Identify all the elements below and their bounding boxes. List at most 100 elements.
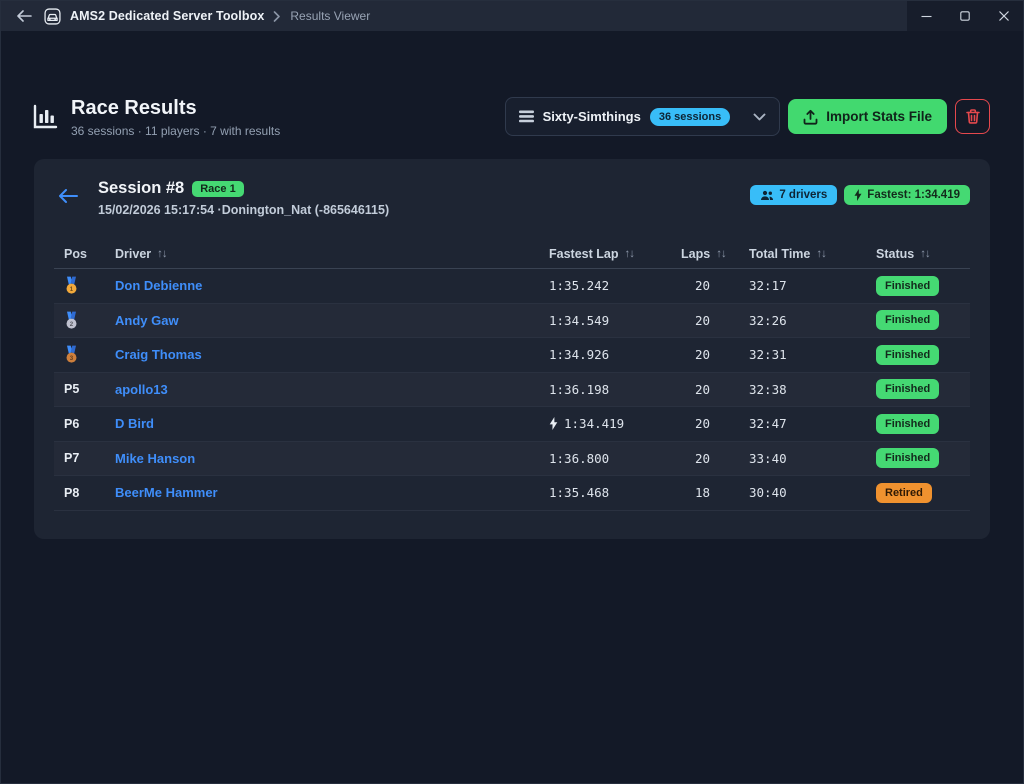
fastest-lap-cell: 1:35.242: [549, 278, 681, 293]
driver-name[interactable]: Mike Hanson: [115, 450, 196, 466]
server-select-label: Sixty-Simthings: [542, 109, 641, 124]
column-header-driver[interactable]: Driver ↑↓: [115, 247, 549, 261]
total-time-cell: 30:40: [749, 485, 787, 501]
column-header-status[interactable]: Status ↑↓: [876, 247, 970, 261]
status-cell: Retired: [876, 482, 970, 503]
titlebar-left: AMS2 Dedicated Server Toolbox Results Vi…: [1, 1, 907, 31]
total-time-cell: 32:17: [749, 278, 787, 294]
import-stats-label: Import Stats File: [826, 109, 932, 124]
maximize-button[interactable]: [950, 1, 980, 31]
column-header-laps[interactable]: Laps ↑↓: [681, 247, 749, 261]
titlebar: AMS2 Dedicated Server Toolbox Results Vi…: [1, 1, 1023, 31]
results-table-body: 1 Don Debienne 1:35.242 20 32:17 Finished 2 And…: [54, 269, 970, 511]
status-badge: Finished: [876, 448, 940, 469]
sort-arrows-icon: ↑↓: [624, 247, 634, 260]
column-header-total-time[interactable]: Total Time ↑↓: [749, 247, 876, 261]
column-label: Fastest Lap: [549, 246, 619, 261]
fastest-lap-cell: 1:36.198: [549, 382, 681, 397]
total-time-cell: 32:38: [749, 381, 787, 397]
page-subtitle: 36 sessions · 11 players · 7 with result…: [71, 124, 281, 138]
fastest-lap-value: 1:34.549: [549, 312, 610, 328]
app-title: AMS2 Dedicated Server Toolbox: [70, 9, 265, 23]
laps-cell: 20: [695, 278, 711, 294]
laps-cell: 20: [695, 450, 711, 466]
status-cell: Finished: [876, 344, 970, 365]
total-time-cell: 32:26: [749, 312, 787, 328]
back-arrow-icon[interactable]: [13, 10, 35, 22]
fastest-lap-value: 1:35.468: [549, 485, 610, 501]
status-badge: Finished: [876, 275, 940, 296]
delete-server-button[interactable]: [955, 99, 990, 134]
column-label: Pos: [64, 246, 87, 261]
status-cell: Finished: [876, 310, 970, 331]
drivers-count-label: 7 drivers: [779, 189, 828, 201]
status-cell: Finished: [876, 379, 970, 400]
drivers-count-badge: 7 drivers: [750, 185, 838, 205]
driver-name[interactable]: apollo13: [115, 381, 168, 397]
driver-name[interactable]: D Bird: [115, 416, 154, 432]
session-header: Session #8 Race 1 15/02/2026 15:17:54 ·D…: [54, 179, 970, 217]
laps-cell: 20: [695, 416, 711, 432]
total-time-cell: 32:47: [749, 416, 787, 432]
chevron-right-icon: [273, 10, 281, 22]
fastest-lap-value: 1:36.198: [549, 381, 610, 397]
session-back-arrow[interactable]: [54, 179, 98, 203]
column-header-fastest-lap[interactable]: Fastest Lap ↑↓: [549, 247, 681, 261]
medal-icon-gold: 1: [54, 276, 115, 295]
import-stats-button[interactable]: Import Stats File: [788, 99, 947, 134]
window-controls: [907, 1, 1023, 31]
pos-cell: P5: [64, 382, 80, 397]
session-type-badge: Race 1: [192, 180, 244, 197]
pos-cell: P7: [64, 451, 80, 466]
fastest-lap-cell: 1:36.800: [549, 451, 681, 466]
status-cell: Finished: [876, 448, 970, 469]
sort-arrows-icon: ↑↓: [920, 247, 930, 260]
page-title: Race Results: [71, 97, 197, 119]
fastest-lap-value: 1:36.800: [549, 450, 610, 466]
sort-arrows-icon: ↑↓: [157, 247, 167, 260]
drivers-icon: [760, 190, 774, 201]
status-badge: Retired: [876, 482, 932, 503]
medal-icon-bronze: 3: [54, 345, 115, 364]
results-table: Pos Driver ↑↓ Fastest Lap ↑↓ Laps ↑↓ Total Time…: [54, 239, 970, 511]
table-row: P6 D Bird 1:34.419 20 32:47 Finished: [54, 407, 970, 442]
main-content: Race Results 36 sessions · 11 players · …: [1, 31, 1023, 783]
laps-cell: 20: [695, 381, 711, 397]
minimize-button[interactable]: [911, 1, 941, 31]
results-table-header: Pos Driver ↑↓ Fastest Lap ↑↓ Laps ↑↓ Total Time…: [54, 239, 970, 269]
session-card: Session #8 Race 1 15/02/2026 15:17:54 ·D…: [34, 159, 990, 539]
fastest-lap-cell: 1:34.419: [549, 416, 681, 431]
lightning-icon: [549, 417, 558, 431]
breadcrumb: Results Viewer: [290, 9, 371, 23]
sort-arrows-icon: ↑↓: [816, 247, 826, 260]
close-button[interactable]: [989, 1, 1019, 31]
column-header-pos: Pos: [54, 247, 115, 261]
list-icon: [518, 110, 534, 123]
server-select-dropdown[interactable]: Sixty-Simthings 36 sessions: [504, 97, 781, 136]
status-badge: Finished: [876, 344, 940, 365]
server-sessions-badge: 36 sessions: [649, 107, 731, 126]
driver-name[interactable]: Andy Gaw: [115, 312, 179, 328]
status-badge: Finished: [876, 379, 940, 400]
upload-icon: [803, 109, 818, 125]
column-label: Status: [876, 246, 915, 261]
driver-name[interactable]: Don Debienne: [115, 278, 203, 294]
total-time-cell: 32:31: [749, 347, 787, 363]
status-badge: Finished: [876, 310, 940, 331]
bar-chart-icon: [31, 102, 59, 132]
fastest-lap-badge: Fastest: 1:34.419: [844, 185, 970, 205]
table-row: P8 BeerMe Hammer 1:35.468 18 30:40 Retired: [54, 476, 970, 511]
driver-name[interactable]: Craig Thomas: [115, 347, 202, 363]
medal-icon-silver: 2: [54, 311, 115, 330]
fastest-lap-cell: 1:34.549: [549, 313, 681, 328]
car-app-icon: [44, 7, 61, 25]
driver-name[interactable]: BeerMe Hammer: [115, 485, 218, 501]
laps-cell: 20: [695, 312, 711, 328]
status-badge: Finished: [876, 413, 940, 434]
table-row: P5 apollo13 1:36.198 20 32:38 Finished: [54, 373, 970, 407]
page-header: Race Results 36 sessions · 11 players · …: [1, 31, 1023, 138]
status-cell: Finished: [876, 275, 970, 296]
svg-text:3: 3: [70, 355, 74, 362]
fastest-lap-value: 1:34.419: [564, 416, 625, 432]
column-label: Driver: [115, 246, 152, 261]
